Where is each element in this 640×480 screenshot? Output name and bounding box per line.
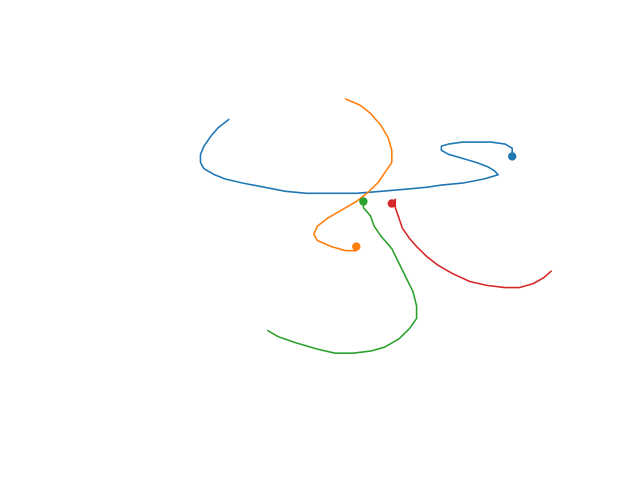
- trajectory-line-3: [266, 200, 418, 355]
- trajectory-line-4: [390, 198, 553, 289]
- trajectory-line-2: [312, 98, 393, 252]
- trajectory-start-marker-2: [352, 242, 361, 251]
- trajectory-line-1: [199, 118, 514, 195]
- trajectory-start-marker-3: [359, 197, 368, 206]
- trajectory-start-marker-1: [508, 152, 517, 161]
- trajectory-start-marker-4: [387, 199, 396, 208]
